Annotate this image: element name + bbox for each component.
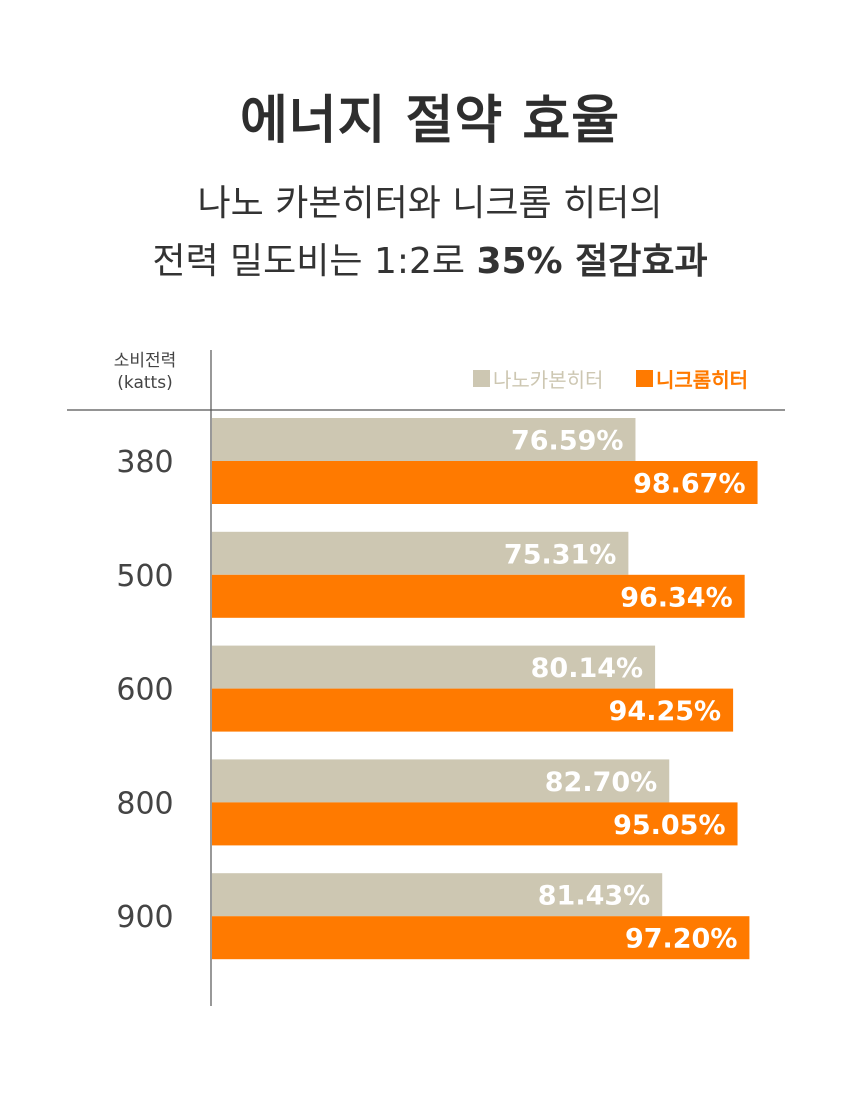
bar-label-nichrome-900: 97.20% (625, 924, 737, 955)
bar-nano-carbon-500 (212, 531, 629, 575)
bar-label-nichrome-380: 98.67% (633, 469, 745, 500)
bar-nichrome-800 (212, 802, 738, 846)
y-tick-label-800: 800 (116, 786, 173, 821)
legend-swatch-nichrome (636, 370, 653, 387)
subtitle-line-1: 나노 카본히터와 니크롬 히터의 (197, 183, 663, 224)
bar-label-nano-carbon-900: 81.43% (538, 881, 650, 912)
legend: 나노카본히터 니크롬히터 (473, 368, 748, 392)
bar-label-nichrome-600: 94.25% (609, 696, 721, 727)
bar-nichrome-500 (212, 574, 745, 618)
bar-nichrome-600 (212, 688, 734, 732)
chart-title: 에너지 절약 효율 (239, 91, 621, 151)
bar-label-nano-carbon-800: 82.70% (545, 767, 657, 798)
bar-nano-carbon-600 (212, 645, 656, 689)
bar-nichrome-380 (212, 461, 758, 504)
subtitle-line-2: 전력 밀도비는 1:2로 35% 절감효과 (0, 232, 860, 284)
subtitle-highlight: 35% 절감효과 (476, 241, 708, 282)
legend-label-nichrome: 니크롬히터 (656, 368, 748, 392)
bar-label-nano-carbon-500: 75.31% (504, 539, 616, 570)
y-tick-label-900: 900 (116, 900, 173, 935)
bar-nano-carbon-900 (212, 873, 663, 917)
bar-label-nichrome-500: 96.34% (620, 582, 732, 613)
bar-nano-carbon-800 (212, 759, 670, 803)
y-axis-title-line-2: (katts) (117, 373, 172, 393)
bar-chart: 소비전력 (katts) 나노카본히터 니크롬히터 76.59% 98.67% 75.… (67, 350, 785, 1006)
bar-nichrome-900 (212, 916, 750, 960)
bar-nano-carbon-380 (212, 418, 636, 461)
subtitle-line-2-text: 전력 밀도비는 1:2로 (152, 241, 477, 282)
y-tick-labels: 380 500 600 800 900 (116, 445, 173, 935)
bar-label-nichrome-800: 95.05% (613, 810, 725, 841)
bar-label-nano-carbon-380: 76.59% (511, 426, 623, 457)
legend-swatch-nano-carbon (473, 370, 490, 387)
bar-label-nano-carbon-600: 80.14% (531, 653, 643, 684)
y-tick-label-600: 600 (116, 673, 173, 708)
y-tick-label-380: 380 (116, 445, 173, 480)
bars-group: 76.59% 98.67% 75.31%96.34% 80.14% 94.25% 82.7… (212, 418, 758, 960)
y-tick-label-500: 500 (116, 559, 173, 594)
legend-label-nano-carbon: 나노카본히터 (493, 368, 603, 392)
y-axis-title-line-1: 소비전력 (114, 351, 177, 371)
